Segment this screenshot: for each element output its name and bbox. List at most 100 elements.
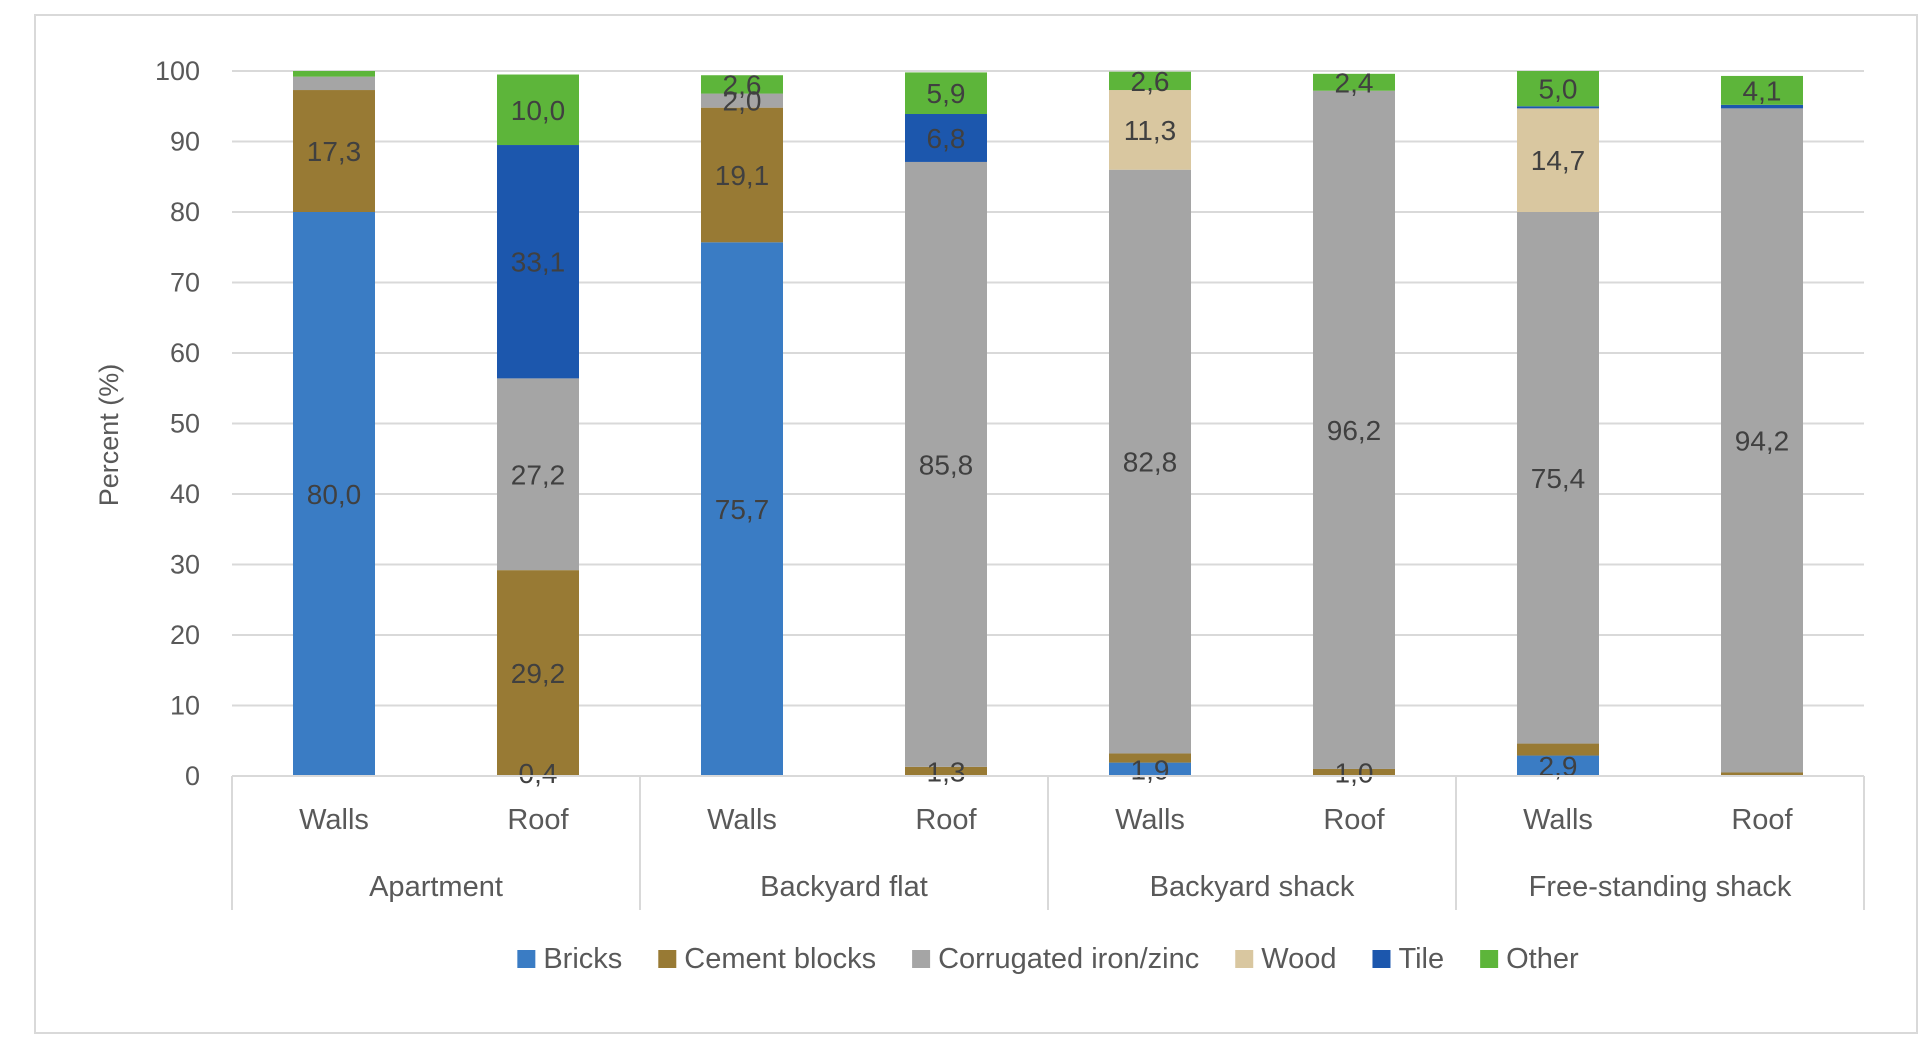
data-label: 27,2 bbox=[511, 459, 566, 490]
data-label: 4,1 bbox=[1743, 75, 1782, 106]
x-category-label: Walls bbox=[1115, 804, 1185, 836]
data-label: 80,0 bbox=[307, 479, 362, 510]
data-label: 5,9 bbox=[927, 78, 966, 109]
y-tick-label: 70 bbox=[170, 268, 200, 298]
bar-segment-tile bbox=[1517, 106, 1599, 109]
legend-swatch bbox=[1372, 950, 1391, 968]
bar-segment-other bbox=[1313, 73, 1395, 91]
data-label: 2,6 bbox=[723, 69, 762, 100]
gridlines bbox=[232, 70, 1864, 707]
bar-segment-other bbox=[1517, 71, 1599, 107]
data-label: 2,0 bbox=[723, 86, 762, 117]
bar-segment-other bbox=[497, 74, 579, 146]
x-group-label: Backyard flat bbox=[760, 871, 928, 903]
data-label: 6,8 bbox=[927, 123, 966, 154]
bar-segment-other bbox=[1109, 71, 1191, 91]
bar-segment-bricks bbox=[293, 212, 375, 776]
x-group-label: Apartment bbox=[369, 871, 503, 903]
bar-segment-cement-blocks bbox=[905, 766, 987, 776]
bars bbox=[293, 71, 1803, 776]
bar-segment-cement-blocks bbox=[293, 90, 375, 212]
y-axis-ticks: 0 10 20 30 40 50 60 70 80 90 100 bbox=[155, 56, 200, 791]
legend-swatch bbox=[1235, 950, 1254, 968]
bar-segment-cement-blocks bbox=[1313, 768, 1395, 776]
data-label: 94,2 bbox=[1735, 425, 1790, 456]
data-label: 75,4 bbox=[1531, 463, 1586, 494]
x-category-label: Walls bbox=[707, 804, 777, 836]
bar-segment-wood bbox=[1109, 90, 1191, 170]
legend-label: Wood bbox=[1261, 943, 1336, 975]
y-tick-label: 90 bbox=[170, 127, 200, 157]
data-label: 5,0 bbox=[1539, 74, 1578, 105]
bar-segment-corrugated-iron-zinc bbox=[1109, 169, 1191, 754]
bar-segment-tile bbox=[497, 145, 579, 379]
y-tick-label: 80 bbox=[170, 197, 200, 227]
data-label: 1,9 bbox=[1131, 754, 1170, 785]
legend: Bricks Cement blocks Corrugated iron/zinc W… bbox=[517, 943, 1579, 975]
bar-segment-other bbox=[701, 75, 783, 94]
data-label: 2,6 bbox=[1131, 66, 1170, 97]
bar-segment-tile bbox=[1721, 104, 1803, 109]
legend-label: Bricks bbox=[543, 943, 622, 975]
data-label: 85,8 bbox=[919, 449, 974, 480]
legend-swatch bbox=[658, 950, 677, 968]
bar-segment-corrugated-iron-zinc bbox=[497, 378, 579, 571]
y-axis-title: Percent (%) bbox=[94, 364, 124, 507]
data-label: 0,4 bbox=[519, 758, 558, 789]
data-label: 14,7 bbox=[1531, 145, 1586, 176]
bar-segment-cement-blocks bbox=[1109, 753, 1191, 763]
y-tick-label: 20 bbox=[170, 620, 200, 650]
bar-segment-corrugated-iron-zinc bbox=[1313, 90, 1395, 769]
bar-segment-wood bbox=[1517, 108, 1599, 212]
legend-item: Corrugated iron/zinc bbox=[912, 943, 1199, 975]
x-category-label: Roof bbox=[1323, 804, 1385, 836]
bar-segment-corrugated-iron-zinc bbox=[293, 76, 375, 91]
x-group-label: Free-standing shack bbox=[1529, 871, 1792, 903]
bar-segment-bricks bbox=[1109, 762, 1191, 776]
legend-label: Corrugated iron/zinc bbox=[938, 943, 1199, 975]
data-label: 29,2 bbox=[511, 658, 566, 689]
legend-label: Other bbox=[1506, 943, 1579, 975]
legend-swatch bbox=[1480, 950, 1499, 968]
bar-segment-cement-blocks bbox=[701, 107, 783, 243]
data-label: 33,1 bbox=[511, 247, 566, 278]
x-group-label: Backyard shack bbox=[1150, 871, 1355, 903]
bar-segment-cement-blocks bbox=[1517, 743, 1599, 756]
data-label: 1,3 bbox=[927, 756, 966, 787]
bar-segment-cement-blocks bbox=[1721, 772, 1803, 776]
bar-segment-tile bbox=[905, 114, 987, 162]
y-tick-label: 10 bbox=[170, 691, 200, 721]
data-label: 82,8 bbox=[1123, 447, 1178, 478]
data-label: 10,0 bbox=[511, 95, 566, 126]
legend-item: Cement blocks bbox=[658, 943, 876, 975]
legend-item: Wood bbox=[1235, 943, 1336, 975]
data-label: 19,1 bbox=[715, 160, 770, 191]
y-tick-label: 40 bbox=[170, 479, 200, 509]
data-label: 17,3 bbox=[307, 136, 362, 167]
bar-segment-bricks bbox=[701, 242, 783, 776]
data-label: 11,3 bbox=[1124, 115, 1176, 146]
data-labels: 80,017,329,227,233,110,075,719,12,02,61,… bbox=[307, 66, 1790, 789]
x-axis: Walls Roof Walls Roof Walls Roof Walls Roof Apar… bbox=[231, 775, 1865, 910]
x-category-label: Walls bbox=[1523, 804, 1593, 836]
legend-item: Bricks bbox=[517, 943, 622, 975]
bar-segment-corrugated-iron-zinc bbox=[905, 161, 987, 767]
data-label: 2,4 bbox=[1335, 67, 1374, 98]
y-tick-label: 30 bbox=[170, 550, 200, 580]
x-category-label: Roof bbox=[1731, 804, 1793, 836]
legend-swatch bbox=[912, 950, 931, 968]
bar-segment-corrugated-iron-zinc bbox=[1517, 212, 1599, 744]
y-tick-label: 100 bbox=[155, 56, 200, 86]
bar-segment-other bbox=[293, 71, 375, 77]
bar-segment-corrugated-iron-zinc bbox=[701, 93, 783, 108]
bar-segment-bricks bbox=[1517, 755, 1599, 776]
bar-segment-cement-blocks bbox=[497, 570, 579, 776]
legend-label: Cement blocks bbox=[684, 943, 876, 975]
x-category-label: Roof bbox=[915, 804, 977, 836]
data-label: 96,2 bbox=[1327, 415, 1382, 446]
y-tick-label: 60 bbox=[170, 338, 200, 368]
legend-item: Tile bbox=[1372, 943, 1444, 975]
data-label: 1,0 bbox=[1335, 757, 1374, 788]
data-label: 75,7 bbox=[715, 494, 770, 525]
